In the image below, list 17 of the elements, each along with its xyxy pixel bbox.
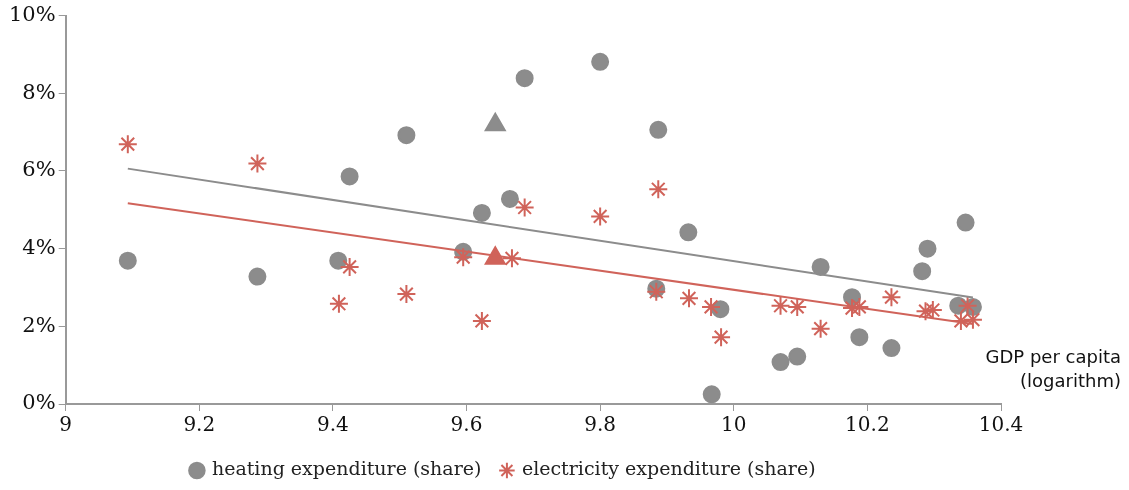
x-tick-label: 9.2 — [183, 412, 216, 437]
y-tick-label: 10% — [8, 2, 56, 27]
y-tick-label: 8% — [22, 79, 56, 104]
legend-label: heating expenditure (share) — [211, 457, 482, 480]
x-tick-label: 10.4 — [978, 412, 1024, 437]
y-tick-label: 0% — [22, 390, 56, 415]
x-tick-label: 9.6 — [450, 412, 483, 437]
x-tick-label: 9 — [59, 412, 73, 437]
x-tick-label: 10.2 — [845, 412, 890, 437]
y-tick-label: 6% — [22, 157, 56, 182]
x-tick-label: 9.8 — [584, 412, 617, 437]
x-tick-label: 10 — [721, 412, 747, 437]
legend-label: electricity expenditure (share) — [521, 457, 816, 480]
x-axis-title: GDP per capita (logarithm) — [984, 345, 1121, 393]
y-tick-label: 4% — [22, 235, 56, 260]
x-tick-label: 9.4 — [317, 412, 349, 437]
y-tick-label: 2% — [22, 312, 56, 337]
